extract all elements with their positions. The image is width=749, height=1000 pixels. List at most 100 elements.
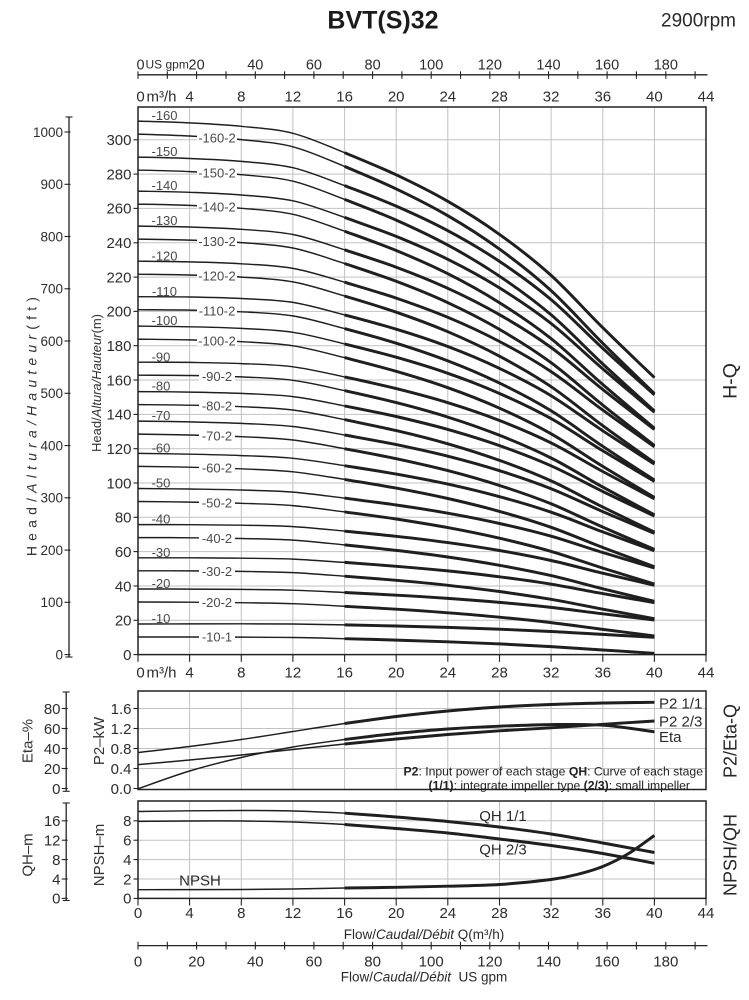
svg-text:0: 0 bbox=[136, 88, 144, 105]
svg-text:-130: -130 bbox=[151, 213, 177, 228]
svg-text:8: 8 bbox=[123, 813, 131, 830]
svg-text:Head/Altura/Hauteur(m): Head/Altura/Hauteur(m) bbox=[89, 314, 104, 452]
svg-text:8: 8 bbox=[237, 88, 245, 105]
svg-text:40: 40 bbox=[646, 905, 663, 922]
svg-text:40: 40 bbox=[646, 88, 663, 105]
svg-text:100: 100 bbox=[40, 595, 63, 610]
svg-text:80: 80 bbox=[365, 57, 381, 73]
svg-text:6: 6 bbox=[123, 833, 131, 850]
svg-text:40: 40 bbox=[115, 578, 132, 595]
svg-text:28: 28 bbox=[491, 88, 508, 105]
svg-text:P2–kW: P2–kW bbox=[91, 716, 108, 765]
svg-text:-80-2: -80-2 bbox=[202, 399, 232, 414]
svg-text:-140: -140 bbox=[151, 178, 177, 193]
svg-text:20: 20 bbox=[188, 953, 205, 970]
svg-text:2: 2 bbox=[123, 871, 131, 888]
svg-text:4: 4 bbox=[185, 664, 193, 681]
svg-text:28: 28 bbox=[491, 905, 508, 922]
svg-text:-40: -40 bbox=[152, 512, 171, 527]
svg-text:44: 44 bbox=[698, 905, 715, 922]
svg-text:-80: -80 bbox=[152, 379, 171, 394]
svg-text:4: 4 bbox=[185, 905, 193, 922]
svg-text:20: 20 bbox=[388, 905, 405, 922]
svg-text:300: 300 bbox=[106, 132, 131, 149]
svg-text:36: 36 bbox=[594, 664, 611, 681]
svg-text:200: 200 bbox=[40, 543, 63, 558]
svg-text:32: 32 bbox=[543, 88, 560, 105]
svg-text:0: 0 bbox=[136, 57, 144, 73]
svg-text:20: 20 bbox=[388, 664, 405, 681]
svg-text:-120: -120 bbox=[151, 248, 177, 263]
svg-text:-50-2: -50-2 bbox=[202, 495, 232, 510]
svg-text:280: 280 bbox=[106, 166, 131, 183]
svg-text:40: 40 bbox=[247, 953, 264, 970]
svg-text:700: 700 bbox=[40, 282, 63, 297]
svg-text:-160: -160 bbox=[151, 108, 177, 123]
svg-text:800: 800 bbox=[40, 229, 63, 244]
svg-text:40: 40 bbox=[44, 741, 61, 758]
svg-text:12: 12 bbox=[285, 88, 302, 105]
svg-text:36: 36 bbox=[594, 88, 611, 105]
svg-text:(1/1): integrate impeller type: (1/1): integrate impeller type (2/3): sm… bbox=[429, 779, 690, 793]
svg-text:24: 24 bbox=[439, 905, 456, 922]
svg-text:120: 120 bbox=[477, 953, 502, 970]
svg-text:100: 100 bbox=[419, 57, 443, 73]
svg-text:20: 20 bbox=[388, 88, 405, 105]
svg-text:-110-2: -110-2 bbox=[199, 304, 236, 319]
svg-text:4: 4 bbox=[52, 871, 60, 888]
svg-text:1.6: 1.6 bbox=[111, 701, 132, 718]
svg-text:-30: -30 bbox=[152, 545, 171, 560]
svg-text:400: 400 bbox=[40, 438, 63, 453]
svg-text:-100-2: -100-2 bbox=[198, 333, 236, 348]
svg-text:P2: Input power of each stage: P2: Input power of each stage QH: Curve … bbox=[404, 765, 704, 779]
svg-text:180: 180 bbox=[106, 338, 131, 355]
svg-text:16: 16 bbox=[336, 905, 353, 922]
svg-text:220: 220 bbox=[106, 269, 131, 286]
svg-text:4: 4 bbox=[123, 852, 131, 869]
svg-text:60: 60 bbox=[306, 953, 323, 970]
svg-text:8: 8 bbox=[237, 664, 245, 681]
svg-text:40: 40 bbox=[247, 57, 263, 73]
svg-text:BVT(S)32: BVT(S)32 bbox=[327, 7, 438, 35]
svg-text:-70-2: -70-2 bbox=[202, 429, 232, 444]
svg-text:0: 0 bbox=[136, 664, 144, 681]
svg-text:44: 44 bbox=[698, 88, 715, 105]
svg-text:QH 1/1: QH 1/1 bbox=[479, 808, 527, 825]
svg-text:160: 160 bbox=[595, 57, 619, 73]
svg-text:-60: -60 bbox=[152, 441, 171, 456]
svg-text:US gpm: US gpm bbox=[146, 57, 189, 71]
svg-text:m³/h: m³/h bbox=[147, 88, 177, 105]
svg-text:44: 44 bbox=[698, 664, 715, 681]
svg-text:80: 80 bbox=[115, 510, 132, 527]
svg-text:-140-2: -140-2 bbox=[198, 199, 236, 214]
svg-text:-90-2: -90-2 bbox=[202, 369, 232, 384]
svg-text:200: 200 bbox=[106, 304, 131, 321]
svg-text:16: 16 bbox=[44, 813, 61, 830]
svg-text:-70: -70 bbox=[152, 408, 171, 423]
svg-text:NPSH/QH: NPSH/QH bbox=[721, 814, 741, 896]
svg-text:Eta–%: Eta–% bbox=[20, 719, 37, 763]
svg-text:500: 500 bbox=[40, 386, 63, 401]
svg-text:m³/h: m³/h bbox=[147, 664, 177, 681]
svg-text:60: 60 bbox=[44, 721, 61, 738]
svg-text:12: 12 bbox=[285, 905, 302, 922]
svg-text:24: 24 bbox=[439, 664, 456, 681]
svg-text:140: 140 bbox=[536, 57, 560, 73]
svg-text:0: 0 bbox=[52, 781, 60, 798]
svg-text:80: 80 bbox=[44, 701, 61, 718]
svg-text:0: 0 bbox=[134, 953, 142, 970]
svg-text:H-Q: H-Q bbox=[720, 363, 742, 399]
svg-text:120: 120 bbox=[106, 441, 131, 458]
svg-text:16: 16 bbox=[336, 664, 353, 681]
svg-text:-160-2: -160-2 bbox=[198, 130, 236, 145]
svg-text:0.0: 0.0 bbox=[111, 781, 132, 798]
svg-text:180: 180 bbox=[653, 953, 678, 970]
svg-text:Flow/Caudal/Débit US gpm: Flow/Caudal/Débit US gpm bbox=[341, 970, 508, 985]
svg-text:0: 0 bbox=[134, 905, 142, 922]
svg-text:20: 20 bbox=[189, 57, 205, 73]
svg-text:NPSH–m: NPSH–m bbox=[91, 824, 108, 887]
svg-text:P2 2/3: P2 2/3 bbox=[659, 714, 702, 731]
svg-text:140: 140 bbox=[106, 407, 131, 424]
svg-text:-90: -90 bbox=[152, 349, 171, 364]
svg-text:0.4: 0.4 bbox=[111, 761, 132, 778]
